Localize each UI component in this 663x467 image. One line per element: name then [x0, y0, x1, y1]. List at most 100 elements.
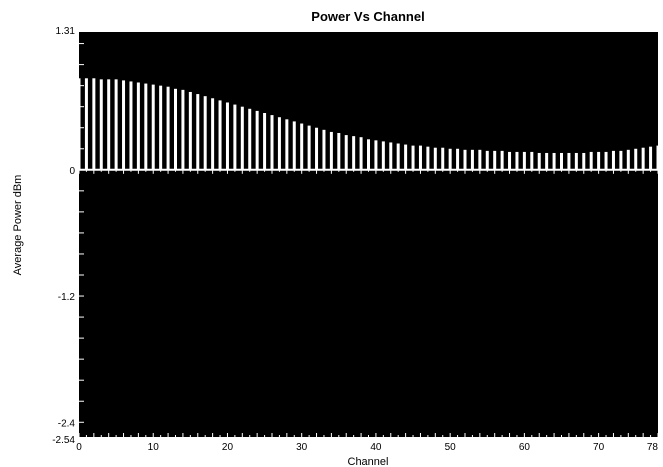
bar-channel-35 — [337, 132, 341, 170]
bar-channel-29 — [292, 121, 296, 170]
bar-channel-21 — [233, 104, 237, 170]
bar-channel-10 — [151, 84, 155, 170]
bar-channel-72 — [611, 150, 615, 170]
bar-channel-38 — [359, 137, 363, 170]
bar-channel-13 — [174, 88, 177, 170]
bar-channel-31 — [307, 125, 311, 170]
bar-channel-23 — [248, 108, 252, 170]
x-tick-label: 20 — [222, 442, 234, 453]
x-tick-label: 40 — [370, 442, 382, 453]
bar-channel-61 — [530, 151, 534, 170]
x-tick-label: 0 — [76, 442, 82, 453]
x-ticks: 0 10 20 30 40 50 60 70 78 — [76, 442, 658, 453]
bar-channel-16 — [196, 94, 200, 170]
bars-layer — [77, 78, 660, 170]
bar-channel-25 — [263, 113, 267, 170]
bar-channel-62 — [537, 152, 541, 170]
bar-channel-53 — [470, 149, 474, 170]
bar-channel-69 — [589, 151, 593, 170]
y-ticks: 1.31 0 -1.2 -2.4 -2.54 — [52, 26, 75, 446]
bar-channel-50 — [448, 148, 452, 170]
bar-channel-44 — [404, 144, 408, 170]
bar-channel-4 — [107, 79, 111, 170]
bar-channel-54 — [478, 149, 482, 170]
bar-channel-47 — [426, 146, 430, 170]
y-axis-label: Average Power dBm — [12, 175, 24, 276]
y-tick-label: -2.54 — [52, 435, 75, 446]
bar-channel-19 — [218, 100, 222, 170]
bar-channel-15 — [188, 91, 192, 170]
bar-channel-57 — [500, 150, 504, 170]
bar-channel-48 — [433, 147, 437, 170]
bar-channel-5 — [114, 79, 118, 170]
bar-channel-3 — [99, 79, 103, 170]
bar-channel-7 — [129, 81, 133, 170]
bar-channel-51 — [456, 148, 460, 170]
bar-channel-65 — [560, 152, 563, 170]
bar-channel-58 — [508, 151, 512, 170]
bar-channel-17 — [203, 96, 207, 170]
axes-layer — [78, 43, 659, 437]
bar-channel-70 — [597, 151, 601, 170]
bar-channel-32 — [315, 127, 319, 170]
bar-channel-74 — [626, 149, 630, 170]
bar-channel-36 — [344, 135, 348, 170]
bar-channel-66 — [567, 152, 571, 170]
x-tick-label: 60 — [519, 442, 531, 453]
bar-channel-43 — [396, 143, 400, 170]
bar-channel-33 — [322, 129, 326, 170]
bar-channel-41 — [381, 141, 385, 170]
y-tick-label: 0 — [69, 166, 75, 177]
bar-channel-56 — [493, 150, 497, 170]
bar-channel-59 — [515, 151, 519, 170]
bar-channel-40 — [374, 140, 378, 170]
bar-channel-71 — [604, 151, 608, 170]
bar-channel-55 — [485, 150, 489, 170]
bar-channel-67 — [574, 152, 578, 170]
bar-channel-46 — [418, 145, 422, 170]
bar-channel-45 — [411, 145, 415, 170]
bar-channel-8 — [136, 82, 140, 170]
bar-channel-78 — [656, 145, 660, 170]
bar-channel-42 — [389, 142, 393, 170]
x-axis-label: Channel — [348, 456, 389, 467]
bar-channel-30 — [300, 123, 304, 170]
bar-channel-6 — [122, 80, 126, 170]
x-tick-label: 10 — [148, 442, 160, 453]
bar-channel-73 — [619, 150, 623, 170]
x-tick-label: 70 — [593, 442, 605, 453]
bar-channel-14 — [181, 89, 185, 170]
bar-channel-77 — [649, 146, 653, 170]
bar-channel-60 — [522, 151, 526, 170]
y-tick-label: 1.31 — [56, 26, 76, 37]
y-tick-label: -2.4 — [58, 418, 76, 429]
bar-channel-34 — [329, 131, 333, 170]
bar-channel-11 — [159, 85, 163, 170]
bar-channel-75 — [634, 148, 638, 170]
bar-channel-20 — [225, 102, 229, 170]
y-tick-label: -1.2 — [58, 292, 76, 303]
bar-channel-27 — [277, 117, 281, 170]
bar-channel-49 — [441, 147, 445, 170]
bar-channel-9 — [144, 83, 148, 170]
bar-channel-52 — [463, 149, 467, 170]
bar-channel-22 — [240, 106, 244, 170]
x-tick-label: 50 — [445, 442, 457, 453]
bar-channel-28 — [285, 119, 289, 170]
x-tick-label: 30 — [296, 442, 308, 453]
bar-channel-68 — [582, 152, 586, 170]
chart-title: Power Vs Channel — [311, 9, 424, 24]
bar-channel-64 — [552, 152, 556, 170]
bar-channel-76 — [641, 147, 645, 170]
bar-channel-26 — [270, 115, 274, 170]
plot-area — [79, 32, 658, 437]
bar-channel-37 — [352, 136, 356, 170]
bar-channel-24 — [255, 110, 259, 170]
bar-channel-0 — [77, 78, 81, 170]
bar-channel-12 — [166, 86, 170, 170]
bar-channel-39 — [367, 139, 370, 170]
bar-channel-63 — [545, 152, 549, 170]
bar-channel-2 — [92, 78, 96, 170]
x-tick-label: 78 — [647, 442, 659, 453]
